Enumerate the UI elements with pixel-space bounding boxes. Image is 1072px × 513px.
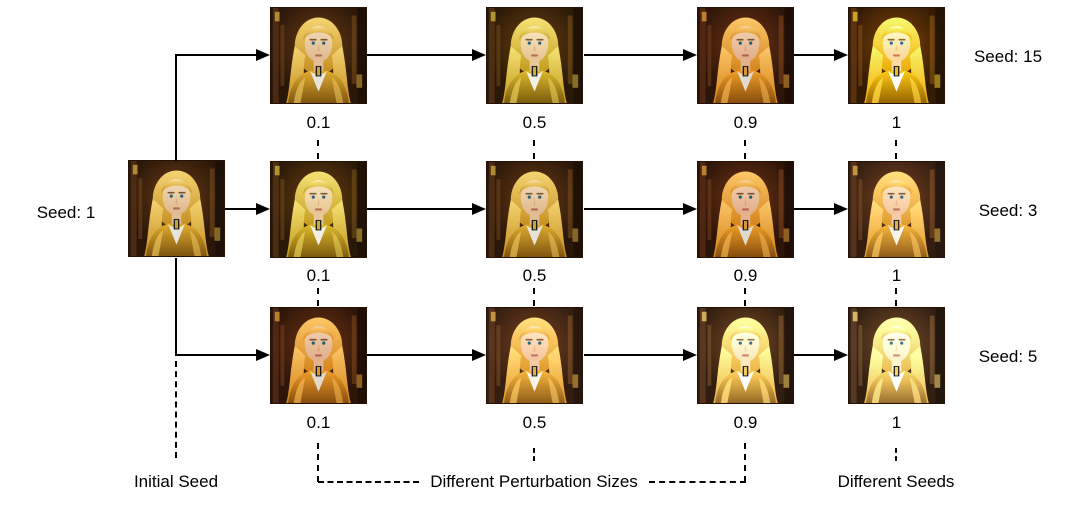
- perturbation-label: 0.5: [522, 113, 547, 132]
- arrowhead: [834, 349, 848, 361]
- seed-label-initial: Seed: 1: [36, 203, 96, 222]
- arrow-shaft: [584, 54, 683, 56]
- arrow-shaft: [794, 354, 834, 356]
- arrow-shaft: [175, 354, 256, 356]
- dashed-bracket-right: [744, 443, 746, 482]
- arrowhead: [256, 49, 270, 61]
- dashed-connector: [317, 288, 319, 306]
- portrait-initial-seed: [128, 160, 225, 257]
- arrow-shaft: [175, 54, 256, 56]
- portrait-image: [849, 8, 944, 103]
- portrait-seed3-p1: [848, 161, 945, 258]
- arrow-shaft: [225, 208, 256, 210]
- arrowhead: [683, 203, 697, 215]
- dashed-stub: [895, 448, 897, 461]
- portrait-seed5-p0.5: [486, 307, 583, 404]
- perturbation-label: 0.1: [306, 413, 331, 432]
- arrow-shaft: [794, 208, 834, 210]
- connector-branch-up: [175, 55, 177, 161]
- portrait-image: [271, 308, 366, 403]
- portrait-image: [849, 162, 944, 257]
- portrait-image: [698, 162, 793, 257]
- portrait-image: [698, 308, 793, 403]
- portrait-image: [487, 162, 582, 257]
- portrait-image: [271, 162, 366, 257]
- arrow-shaft: [584, 208, 683, 210]
- dashed-connector: [895, 140, 897, 159]
- arrowhead: [472, 203, 486, 215]
- dashed-bracket-horizontal: [649, 481, 746, 483]
- dashed-connector: [744, 288, 746, 306]
- portrait-seed15-p0.5: [486, 7, 583, 104]
- dashed-bracket-horizontal: [318, 481, 419, 483]
- portrait-image: [129, 161, 224, 256]
- arrowhead: [472, 349, 486, 361]
- perturbation-label: 1: [891, 266, 902, 285]
- perturbation-label: 0.5: [522, 413, 547, 432]
- portrait-seed3-p0.5: [486, 161, 583, 258]
- portrait-image: [487, 8, 582, 103]
- arrowhead: [472, 49, 486, 61]
- arrow-shaft: [794, 54, 834, 56]
- perturbation-label: 0.9: [733, 113, 758, 132]
- dashed-initial-seed-leader: [175, 361, 177, 458]
- arrow-shaft: [367, 354, 472, 356]
- dashed-connector: [533, 140, 535, 159]
- perturbation-label: 0.9: [733, 266, 758, 285]
- dashed-stub: [533, 448, 535, 461]
- portrait-seed15-p1: [848, 7, 945, 104]
- portrait-image: [849, 308, 944, 403]
- connector-branch-down: [175, 258, 177, 355]
- perturbation-label: 0.9: [733, 413, 758, 432]
- arrowhead: [834, 49, 848, 61]
- portrait-seed3-p0.9: [697, 161, 794, 258]
- seed-label-row1: Seed: 15: [973, 47, 1043, 66]
- portrait-seed3-p0.1: [270, 161, 367, 258]
- caption-different-seeds: Different Seeds: [837, 472, 955, 491]
- perturbation-label: 0.1: [306, 113, 331, 132]
- caption-initial-seed: Initial Seed: [133, 472, 219, 491]
- dashed-connector: [744, 140, 746, 159]
- dashed-bracket-left: [317, 443, 319, 482]
- dashed-connector: [317, 140, 319, 159]
- arrowhead: [256, 203, 270, 215]
- seed-label-row2: Seed: 3: [978, 201, 1038, 220]
- portrait-seed15-p0.1: [270, 7, 367, 104]
- seed-label-row3: Seed: 5: [978, 347, 1038, 366]
- portrait-seed15-p0.9: [697, 7, 794, 104]
- perturbation-label: 1: [891, 413, 902, 432]
- dashed-connector: [533, 288, 535, 306]
- arrowhead: [834, 203, 848, 215]
- portrait-seed5-p0.1: [270, 307, 367, 404]
- dashed-connector: [895, 288, 897, 306]
- arrow-shaft: [367, 208, 472, 210]
- arrowhead: [683, 349, 697, 361]
- portrait-seed5-p1: [848, 307, 945, 404]
- arrowhead: [256, 349, 270, 361]
- portrait-seed5-p0.9: [697, 307, 794, 404]
- arrow-shaft: [584, 354, 683, 356]
- perturbation-label: 0.1: [306, 266, 331, 285]
- portrait-image: [271, 8, 366, 103]
- perturbation-label: 1: [891, 113, 902, 132]
- arrow-shaft: [367, 54, 472, 56]
- portrait-image: [487, 308, 582, 403]
- perturbation-label: 0.5: [522, 266, 547, 285]
- caption-perturbation-sizes: Different Perturbation Sizes: [430, 472, 638, 491]
- portrait-image: [698, 8, 793, 103]
- arrowhead: [683, 49, 697, 61]
